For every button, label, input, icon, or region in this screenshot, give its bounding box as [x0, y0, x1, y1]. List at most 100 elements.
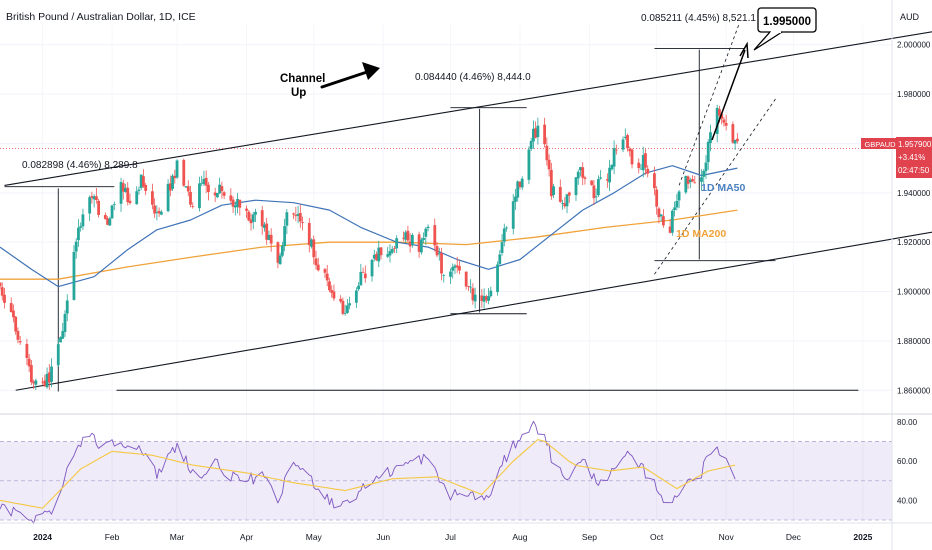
candle-body	[670, 210, 674, 233]
candle-body	[173, 175, 177, 179]
candle-body	[121, 183, 125, 192]
candle-body	[283, 226, 287, 247]
candle-body	[498, 254, 502, 265]
candle-body	[563, 203, 567, 207]
candle-body	[718, 109, 721, 116]
measure-label-2: 0.084440 (4.46%) 8,444.0	[415, 72, 531, 83]
time-tick-label: Dec	[786, 532, 802, 542]
price-badge-symbol: GBPAUD	[864, 140, 896, 149]
rsi-line	[0, 420, 736, 524]
candle-body	[314, 258, 318, 266]
candle-body	[458, 266, 461, 271]
candle-body	[419, 239, 423, 253]
candle-body	[159, 211, 163, 215]
candle-body	[386, 254, 390, 257]
candle-body	[370, 259, 374, 277]
candle-body	[229, 195, 233, 201]
price-tick-label: 1.860000	[897, 386, 931, 395]
candle-body	[722, 119, 726, 123]
time-tick-label: Apr	[240, 532, 253, 542]
channel-lower-line	[15, 231, 932, 391]
candle-body	[135, 191, 139, 205]
time-tick-label: Jul	[445, 532, 456, 542]
candle-body	[527, 149, 531, 180]
candle-body	[724, 122, 728, 126]
candle-body	[278, 255, 282, 265]
candle-body	[630, 149, 634, 165]
target-callout-box	[757, 7, 817, 33]
candle-body	[628, 148, 632, 152]
candle-body	[552, 186, 555, 195]
candle-body	[233, 205, 237, 208]
target-arrow-head	[739, 41, 749, 59]
time-tick-label: Sep	[582, 532, 597, 542]
candle-body	[63, 313, 67, 332]
candle-body	[171, 175, 174, 189]
ma200-label: 1D MA200	[676, 228, 726, 240]
candle-body	[361, 271, 365, 273]
candle-body	[92, 196, 96, 200]
candle-body	[440, 253, 443, 274]
candle-body	[688, 179, 692, 183]
candle-body	[247, 211, 251, 221]
candle-body	[310, 239, 313, 247]
candle-body	[700, 177, 703, 182]
candle-body	[543, 124, 547, 145]
candle-body	[709, 132, 712, 144]
candle-body	[29, 365, 33, 383]
candle-body	[215, 193, 219, 198]
annotations	[320, 41, 749, 141]
time-tick-label: Jun	[376, 532, 390, 542]
time-tick-label: May	[306, 532, 323, 542]
candle-body	[119, 182, 123, 204]
candle-body	[668, 226, 672, 233]
candle-body	[704, 162, 708, 172]
candle-body	[500, 242, 504, 253]
candle-body	[330, 290, 334, 293]
moving-averages	[0, 165, 738, 288]
rsi-ma-line	[0, 439, 736, 509]
time-tick-label: Mar	[170, 532, 185, 542]
candle-body	[110, 205, 114, 219]
inner-channel-upper	[678, 22, 740, 186]
candle-body	[236, 198, 239, 207]
time-tick-label: Oct	[650, 532, 664, 542]
candle-body	[455, 265, 459, 268]
candle-body	[72, 251, 76, 300]
candle-body	[106, 218, 109, 225]
candle-body	[657, 208, 661, 218]
candle-body	[65, 300, 69, 314]
candle-body	[220, 186, 224, 192]
candle-body	[597, 179, 600, 196]
candle-body	[301, 222, 304, 223]
candle-body	[408, 241, 412, 247]
target-callout-pointer	[753, 31, 783, 51]
price-badge-value-box	[896, 137, 932, 178]
candle-body	[191, 206, 195, 207]
candle-body	[646, 168, 650, 174]
candle-body	[198, 183, 201, 209]
candle-body	[343, 312, 347, 314]
candle-body	[451, 266, 455, 271]
channel-upper-line	[4, 31, 932, 186]
candle-body	[661, 216, 665, 226]
candle-body	[294, 215, 298, 217]
candle-body	[182, 160, 186, 186]
candle-body	[184, 186, 188, 188]
candle-body	[608, 167, 612, 183]
candle-body	[406, 230, 410, 241]
candle-body	[90, 196, 94, 198]
candle-body	[204, 177, 208, 186]
candle-body	[231, 199, 235, 207]
candle-body	[142, 176, 145, 187]
candle-body	[655, 189, 659, 207]
ma50-line	[0, 165, 738, 288]
candle-body	[702, 171, 706, 177]
candle-body	[189, 191, 192, 205]
candle-body	[168, 183, 172, 191]
time-tick-label: Feb	[105, 532, 120, 542]
candle-body	[207, 184, 210, 193]
candle-body	[442, 275, 446, 277]
candle-body	[372, 254, 376, 259]
